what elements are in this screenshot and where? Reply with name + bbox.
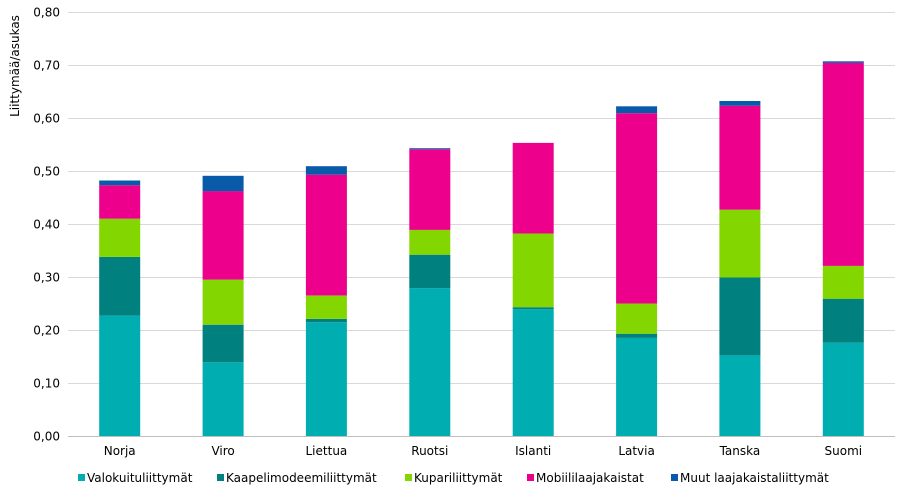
bar-segment-4 bbox=[409, 149, 451, 230]
bar-segment-1 bbox=[305, 322, 347, 436]
bar-segment-5 bbox=[409, 148, 451, 150]
bar-segment-5 bbox=[616, 106, 658, 114]
y-axis-label: Liittymää/asukas bbox=[8, 15, 22, 117]
x-tick-label: Tanska bbox=[719, 444, 761, 458]
bar-stack-suomi bbox=[822, 61, 864, 436]
bar-segment-2 bbox=[822, 298, 864, 343]
bar-segment-2 bbox=[409, 254, 451, 289]
bar-segment-2 bbox=[99, 256, 141, 316]
x-tick-label: Ruotsi bbox=[411, 444, 448, 458]
legend-item: Muut laajakaistaliittymät bbox=[671, 471, 829, 485]
bar-segment-4 bbox=[616, 113, 658, 304]
bar-segment-3 bbox=[409, 229, 451, 255]
x-axis-tick-labels: Norja Viro Liettua Ruotsi Islanti Latvia Tansk… bbox=[104, 444, 862, 458]
bar-segment-1 bbox=[616, 337, 658, 436]
y-tick-label: 0,00 bbox=[33, 430, 60, 444]
legend-swatch bbox=[217, 474, 224, 481]
bar-stack-liettua bbox=[305, 166, 347, 436]
y-tick-label: 0,20 bbox=[33, 324, 60, 338]
bar-segment-5 bbox=[822, 61, 864, 63]
bar-segment-2 bbox=[202, 324, 244, 363]
legend-item: Kaapelimodeemiliittymät bbox=[217, 471, 377, 485]
bar-segment-5 bbox=[202, 175, 244, 192]
bar-segment-1 bbox=[99, 315, 141, 436]
x-tick-label: Liettua bbox=[306, 444, 348, 458]
bar-segment-3 bbox=[305, 295, 347, 319]
legend-item: Kupariliittymät bbox=[405, 471, 503, 485]
bar-segment-4 bbox=[99, 185, 141, 219]
bar-segment-5 bbox=[719, 101, 761, 106]
bar-segment-1 bbox=[202, 362, 244, 436]
bar-segment-4 bbox=[202, 191, 244, 280]
y-tick-label: 0,60 bbox=[33, 112, 60, 126]
x-tick-label: Islanti bbox=[515, 444, 551, 458]
y-tick-label: 0,50 bbox=[33, 165, 60, 179]
bar-segment-2 bbox=[305, 318, 347, 323]
bar-stack-tanska bbox=[719, 101, 761, 436]
y-tick-label: 0,10 bbox=[33, 377, 60, 391]
bar-stack-latvia bbox=[616, 106, 658, 436]
bar-segment-4 bbox=[305, 174, 347, 296]
bar-segment-3 bbox=[719, 209, 761, 278]
bar-stacks bbox=[99, 61, 864, 436]
bar-segment-3 bbox=[512, 233, 554, 308]
legend-swatch bbox=[527, 474, 534, 481]
legend-label: Kaapelimodeemiliittymät bbox=[226, 471, 377, 485]
bar-stack-ruotsi bbox=[409, 148, 451, 436]
legend-label: Muut laajakaistaliittymät bbox=[680, 471, 829, 485]
legend-swatch bbox=[671, 474, 678, 481]
bar-segment-2 bbox=[719, 277, 761, 356]
legend-label: Valokuituliittymät bbox=[87, 471, 193, 485]
bar-segment-4 bbox=[822, 62, 864, 266]
bar-segment-2 bbox=[616, 333, 658, 338]
bar-segment-2 bbox=[512, 307, 554, 310]
legend-swatch bbox=[405, 474, 412, 481]
bar-segment-3 bbox=[616, 303, 658, 334]
bar-segment-1 bbox=[719, 355, 761, 436]
y-tick-label: 0,70 bbox=[33, 59, 60, 73]
bar-segment-4 bbox=[719, 105, 761, 210]
x-tick-label: Latvia bbox=[618, 444, 655, 458]
y-tick-label: 0,40 bbox=[33, 218, 60, 232]
bar-segment-4 bbox=[512, 142, 554, 234]
gridlines bbox=[68, 12, 895, 437]
x-tick-label: Suomi bbox=[825, 444, 863, 458]
legend-swatch bbox=[78, 474, 85, 481]
bar-segment-5 bbox=[305, 166, 347, 175]
bar-segment-1 bbox=[512, 309, 554, 436]
bar-segment-3 bbox=[202, 279, 244, 325]
legend-label: Kupariliittymät bbox=[414, 471, 503, 485]
legend-item: Valokuituliittymät bbox=[78, 471, 193, 485]
bar-segment-3 bbox=[822, 265, 864, 299]
bar-stack-norja bbox=[99, 180, 141, 436]
legend-item: Mobiililaajakaistat bbox=[527, 471, 644, 485]
bar-stack-viro bbox=[202, 175, 244, 436]
y-tick-label: 0,80 bbox=[33, 6, 60, 20]
legend-label: Mobiililaajakaistat bbox=[536, 471, 644, 485]
y-axis-tick-labels: 0,00 0,10 0,20 0,30 0,40 0,50 0,60 0,70 0,80 bbox=[33, 6, 60, 444]
bar-stack-islanti bbox=[512, 142, 554, 436]
bar-segment-5 bbox=[99, 180, 141, 186]
bar-segment-1 bbox=[409, 288, 451, 436]
bar-segment-1 bbox=[822, 342, 864, 436]
y-tick-label: 0,30 bbox=[33, 271, 60, 285]
x-tick-label: Norja bbox=[104, 444, 136, 458]
x-tick-label: Viro bbox=[211, 444, 234, 458]
legend: Valokuituliittymät Kaapelimodeemiliittymä… bbox=[78, 471, 829, 485]
bar-segment-3 bbox=[99, 218, 141, 257]
